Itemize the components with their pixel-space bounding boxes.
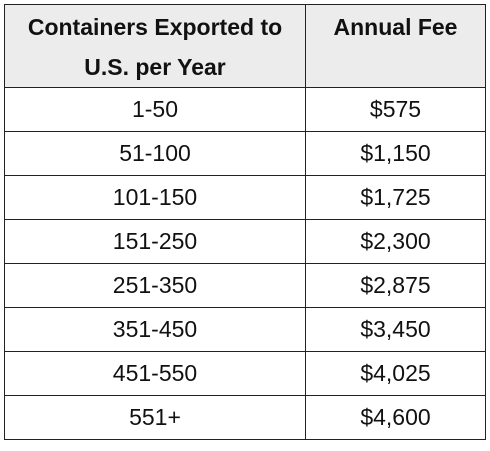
table-row: 251-350 $2,875 — [4, 263, 486, 308]
table-row: 151-250 $2,300 — [4, 219, 486, 264]
table-row: 101-150 $1,725 — [4, 175, 486, 220]
table-row: 1-50 $575 — [4, 87, 486, 132]
fee-cell: $2,300 — [305, 219, 486, 264]
table-header: Containers Exported to U.S. per Year Ann… — [4, 4, 486, 88]
fee-cell: $1,725 — [305, 175, 486, 220]
containers-cell: 451-550 — [4, 351, 306, 396]
fee-cell: $3,450 — [305, 307, 486, 352]
containers-cell: 251-350 — [4, 263, 306, 308]
table-row: 551+ $4,600 — [4, 395, 486, 440]
fee-cell: $4,600 — [305, 395, 486, 440]
table-row: 351-450 $3,450 — [4, 307, 486, 352]
containers-cell: 51-100 — [4, 131, 306, 176]
fee-cell: $1,150 — [305, 131, 486, 176]
containers-cell: 551+ — [4, 395, 306, 440]
table-body: 1-50 $575 51-100 $1,150 101-150 $1,725 1… — [4, 87, 486, 440]
header-row: Containers Exported to U.S. per Year Ann… — [4, 4, 486, 88]
table-row: 451-550 $4,025 — [4, 351, 486, 396]
fee-cell: $4,025 — [305, 351, 486, 396]
containers-cell: 151-250 — [4, 219, 306, 264]
table-row: 51-100 $1,150 — [4, 131, 486, 176]
column-header-annual-fee: Annual Fee — [305, 4, 486, 88]
containers-cell: 1-50 — [4, 87, 306, 132]
fee-cell: $2,875 — [305, 263, 486, 308]
containers-cell: 351-450 — [4, 307, 306, 352]
fee-table: Containers Exported to U.S. per Year Ann… — [4, 4, 486, 440]
fee-cell: $575 — [305, 87, 486, 132]
containers-cell: 101-150 — [4, 175, 306, 220]
column-header-containers: Containers Exported to U.S. per Year — [4, 4, 306, 88]
